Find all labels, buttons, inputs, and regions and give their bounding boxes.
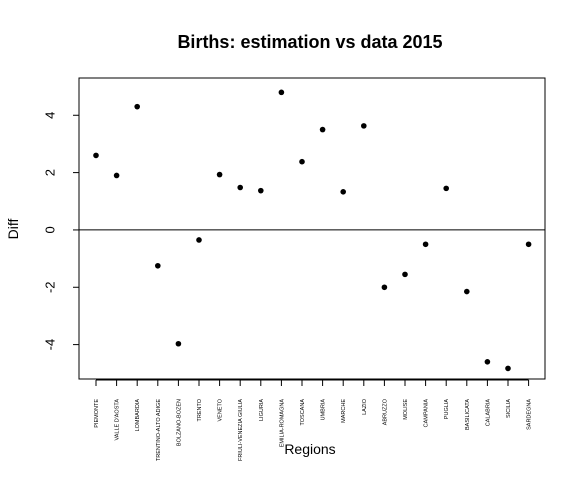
data-point bbox=[93, 152, 99, 159]
data-point bbox=[340, 189, 347, 195]
x-tick-label: SARDEGNA bbox=[527, 399, 533, 430]
x-tick-label: PIEMONTE bbox=[94, 399, 100, 428]
data-points bbox=[93, 89, 532, 372]
x-tick-label: BASILICATA bbox=[465, 399, 471, 430]
x-tick-label: CAMPANIA bbox=[424, 399, 430, 428]
x-tick-label: SICILIA bbox=[506, 399, 512, 418]
x-tick-label: LAZIO bbox=[362, 398, 368, 415]
data-point bbox=[484, 359, 491, 365]
y-axis: -4 -2 0 2 4 bbox=[43, 112, 79, 351]
data-point bbox=[155, 262, 161, 269]
data-point bbox=[196, 237, 202, 243]
x-tick-label: LIGURIA bbox=[259, 399, 265, 421]
x-tick-label: CALABRIA bbox=[485, 399, 491, 427]
data-point bbox=[505, 365, 511, 372]
chart-title: Births: estimation vs data 2015 bbox=[177, 32, 442, 52]
data-point bbox=[278, 89, 285, 96]
y-tick-label: 0 bbox=[43, 226, 58, 233]
data-point bbox=[134, 103, 140, 110]
x-axis: PIEMONTE VALLE D'AOSTA LOMBARDIA TRENTINO-A… bbox=[94, 379, 533, 461]
data-point bbox=[525, 241, 532, 248]
y-tick-label: 4 bbox=[43, 112, 58, 119]
data-point bbox=[443, 185, 450, 192]
data-point bbox=[113, 172, 120, 179]
data-point bbox=[175, 340, 182, 347]
x-tick-label: TOSCANA bbox=[300, 399, 306, 426]
y-tick-label: -4 bbox=[43, 339, 58, 351]
y-axis-label: Diff bbox=[5, 219, 21, 240]
data-point bbox=[237, 184, 243, 191]
x-tick-label: EMILIA-ROMAGNA bbox=[279, 399, 285, 448]
x-tick-label: UMBRIA bbox=[321, 399, 327, 421]
x-tick-label: VALLE D'AOSTA bbox=[115, 399, 121, 441]
plot-frame bbox=[78, 77, 546, 380]
y-tick-label: 2 bbox=[43, 169, 58, 176]
data-point bbox=[464, 288, 470, 295]
data-point bbox=[258, 187, 264, 194]
x-tick-label: MARCHE bbox=[341, 399, 347, 423]
x-tick-label: PUGLIA bbox=[444, 399, 450, 420]
x-tick-label: MOLISE bbox=[403, 399, 409, 420]
data-point bbox=[299, 158, 305, 165]
data-point bbox=[422, 241, 429, 248]
x-tick-label: TRENTINO-ALTO ADIGE bbox=[156, 399, 162, 461]
data-point bbox=[319, 126, 326, 133]
x-tick-label: TRENTO bbox=[197, 398, 203, 421]
x-axis-label: Regions bbox=[284, 441, 335, 457]
x-tick-label: BOLZANO-BOZEN bbox=[176, 399, 182, 446]
x-tick-label: ABRUZZO bbox=[382, 398, 388, 425]
x-tick-label: LOMBARDIA bbox=[135, 399, 141, 432]
data-point bbox=[381, 284, 388, 291]
x-tick-label: VENETO bbox=[218, 398, 224, 421]
x-tick-label: FRIULI-VENEZIA GIULIA bbox=[238, 399, 244, 461]
data-point bbox=[216, 171, 223, 178]
y-tick-label: -2 bbox=[43, 281, 58, 293]
data-point bbox=[361, 123, 367, 129]
data-point bbox=[402, 271, 408, 278]
